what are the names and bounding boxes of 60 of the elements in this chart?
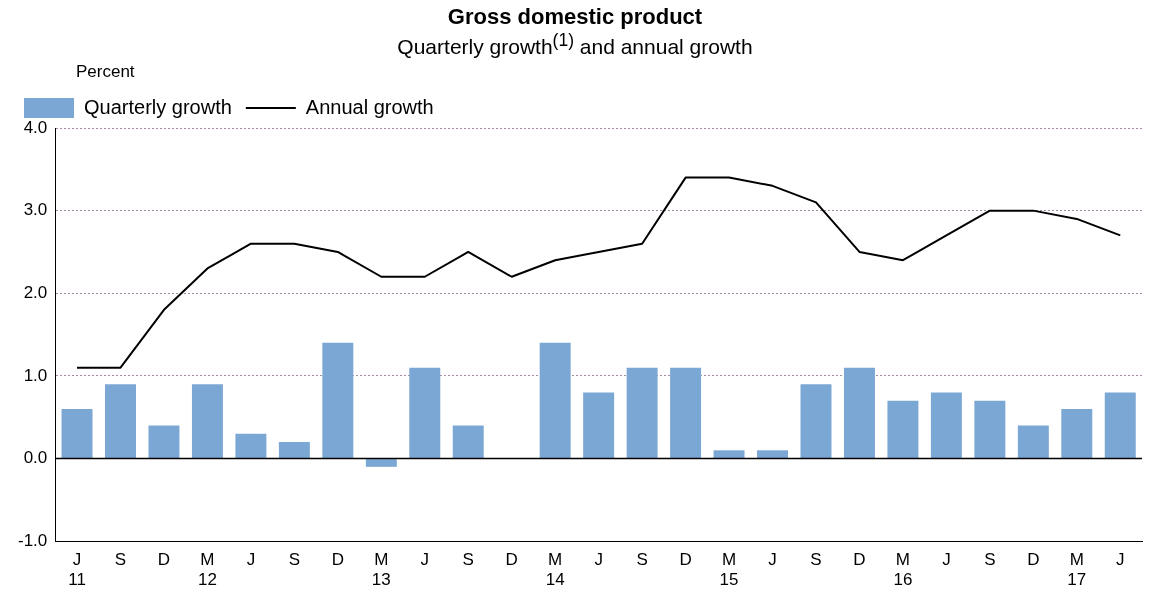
y-tick-label: -1.0: [18, 530, 48, 550]
bar: [713, 450, 745, 459]
x-tick-label: D: [679, 550, 692, 570]
bar: [1104, 392, 1136, 459]
bar: [322, 342, 354, 459]
y-axis-title: Percent: [76, 62, 135, 82]
x-tick-label: M 12: [197, 550, 217, 590]
x-tick-label: S: [984, 550, 996, 570]
bar: [670, 367, 702, 459]
bar: [1061, 408, 1093, 459]
bar: [843, 367, 875, 459]
x-tick-label: J: [768, 550, 777, 570]
bar: [452, 425, 484, 459]
x-tick-label: M 16: [893, 550, 913, 590]
bar: [887, 400, 919, 459]
bar: [626, 367, 658, 459]
bar: [365, 459, 397, 467]
x-tick-label: S: [114, 550, 127, 570]
x-tick-label: D: [331, 550, 344, 570]
x-tick-label: D: [853, 550, 866, 570]
x-tick-label: D: [1027, 550, 1040, 570]
bar: [105, 384, 136, 459]
bar: [409, 367, 441, 459]
x-tick-label: S: [636, 550, 648, 570]
bar: [278, 442, 310, 459]
bar: [235, 433, 267, 459]
x-tick-label: S: [288, 550, 301, 570]
bar: [974, 400, 1006, 459]
x-tick-label: J: [420, 550, 430, 570]
y-tick-label: 3.0: [23, 200, 48, 220]
y-tick-label: 2.0: [23, 282, 48, 302]
bar: [539, 342, 571, 459]
bar: [757, 450, 789, 459]
x-tick-label: J: [942, 550, 951, 570]
bar: [583, 392, 615, 459]
bar: [191, 384, 223, 459]
x-tick-label: J 11: [68, 550, 86, 590]
x-tick-label: D: [157, 550, 171, 570]
legend-label: Annual growth: [305, 95, 434, 118]
bar: [930, 392, 962, 459]
x-tick-label: M 13: [371, 550, 391, 590]
bar: [1017, 425, 1049, 459]
y-tick-label: 0.0: [23, 448, 48, 468]
y-tick-label: 4.0: [23, 117, 48, 137]
x-tick-label: S: [810, 550, 822, 570]
x-tick-label: M 14: [545, 550, 565, 590]
x-tick-label: M 15: [719, 550, 739, 590]
y-tick-label: 1.0: [23, 365, 48, 385]
chart-title: Gross domestic product: [446, 4, 704, 30]
x-tick-label: J: [1116, 550, 1125, 570]
x-tick-label: J: [594, 550, 603, 570]
bar: [148, 425, 180, 459]
legend-label: Quarterly growth: [84, 95, 232, 118]
x-tick-label: J: [246, 550, 256, 570]
x-tick-label: D: [505, 550, 518, 570]
x-tick-label: M 17: [1067, 550, 1087, 590]
x-tick-label: S: [462, 550, 474, 570]
bar: [61, 408, 93, 459]
bar: [800, 384, 832, 459]
chart-subtitle: Quarterly growth$^{(1)}$ and annual growth: [396, 30, 754, 59]
